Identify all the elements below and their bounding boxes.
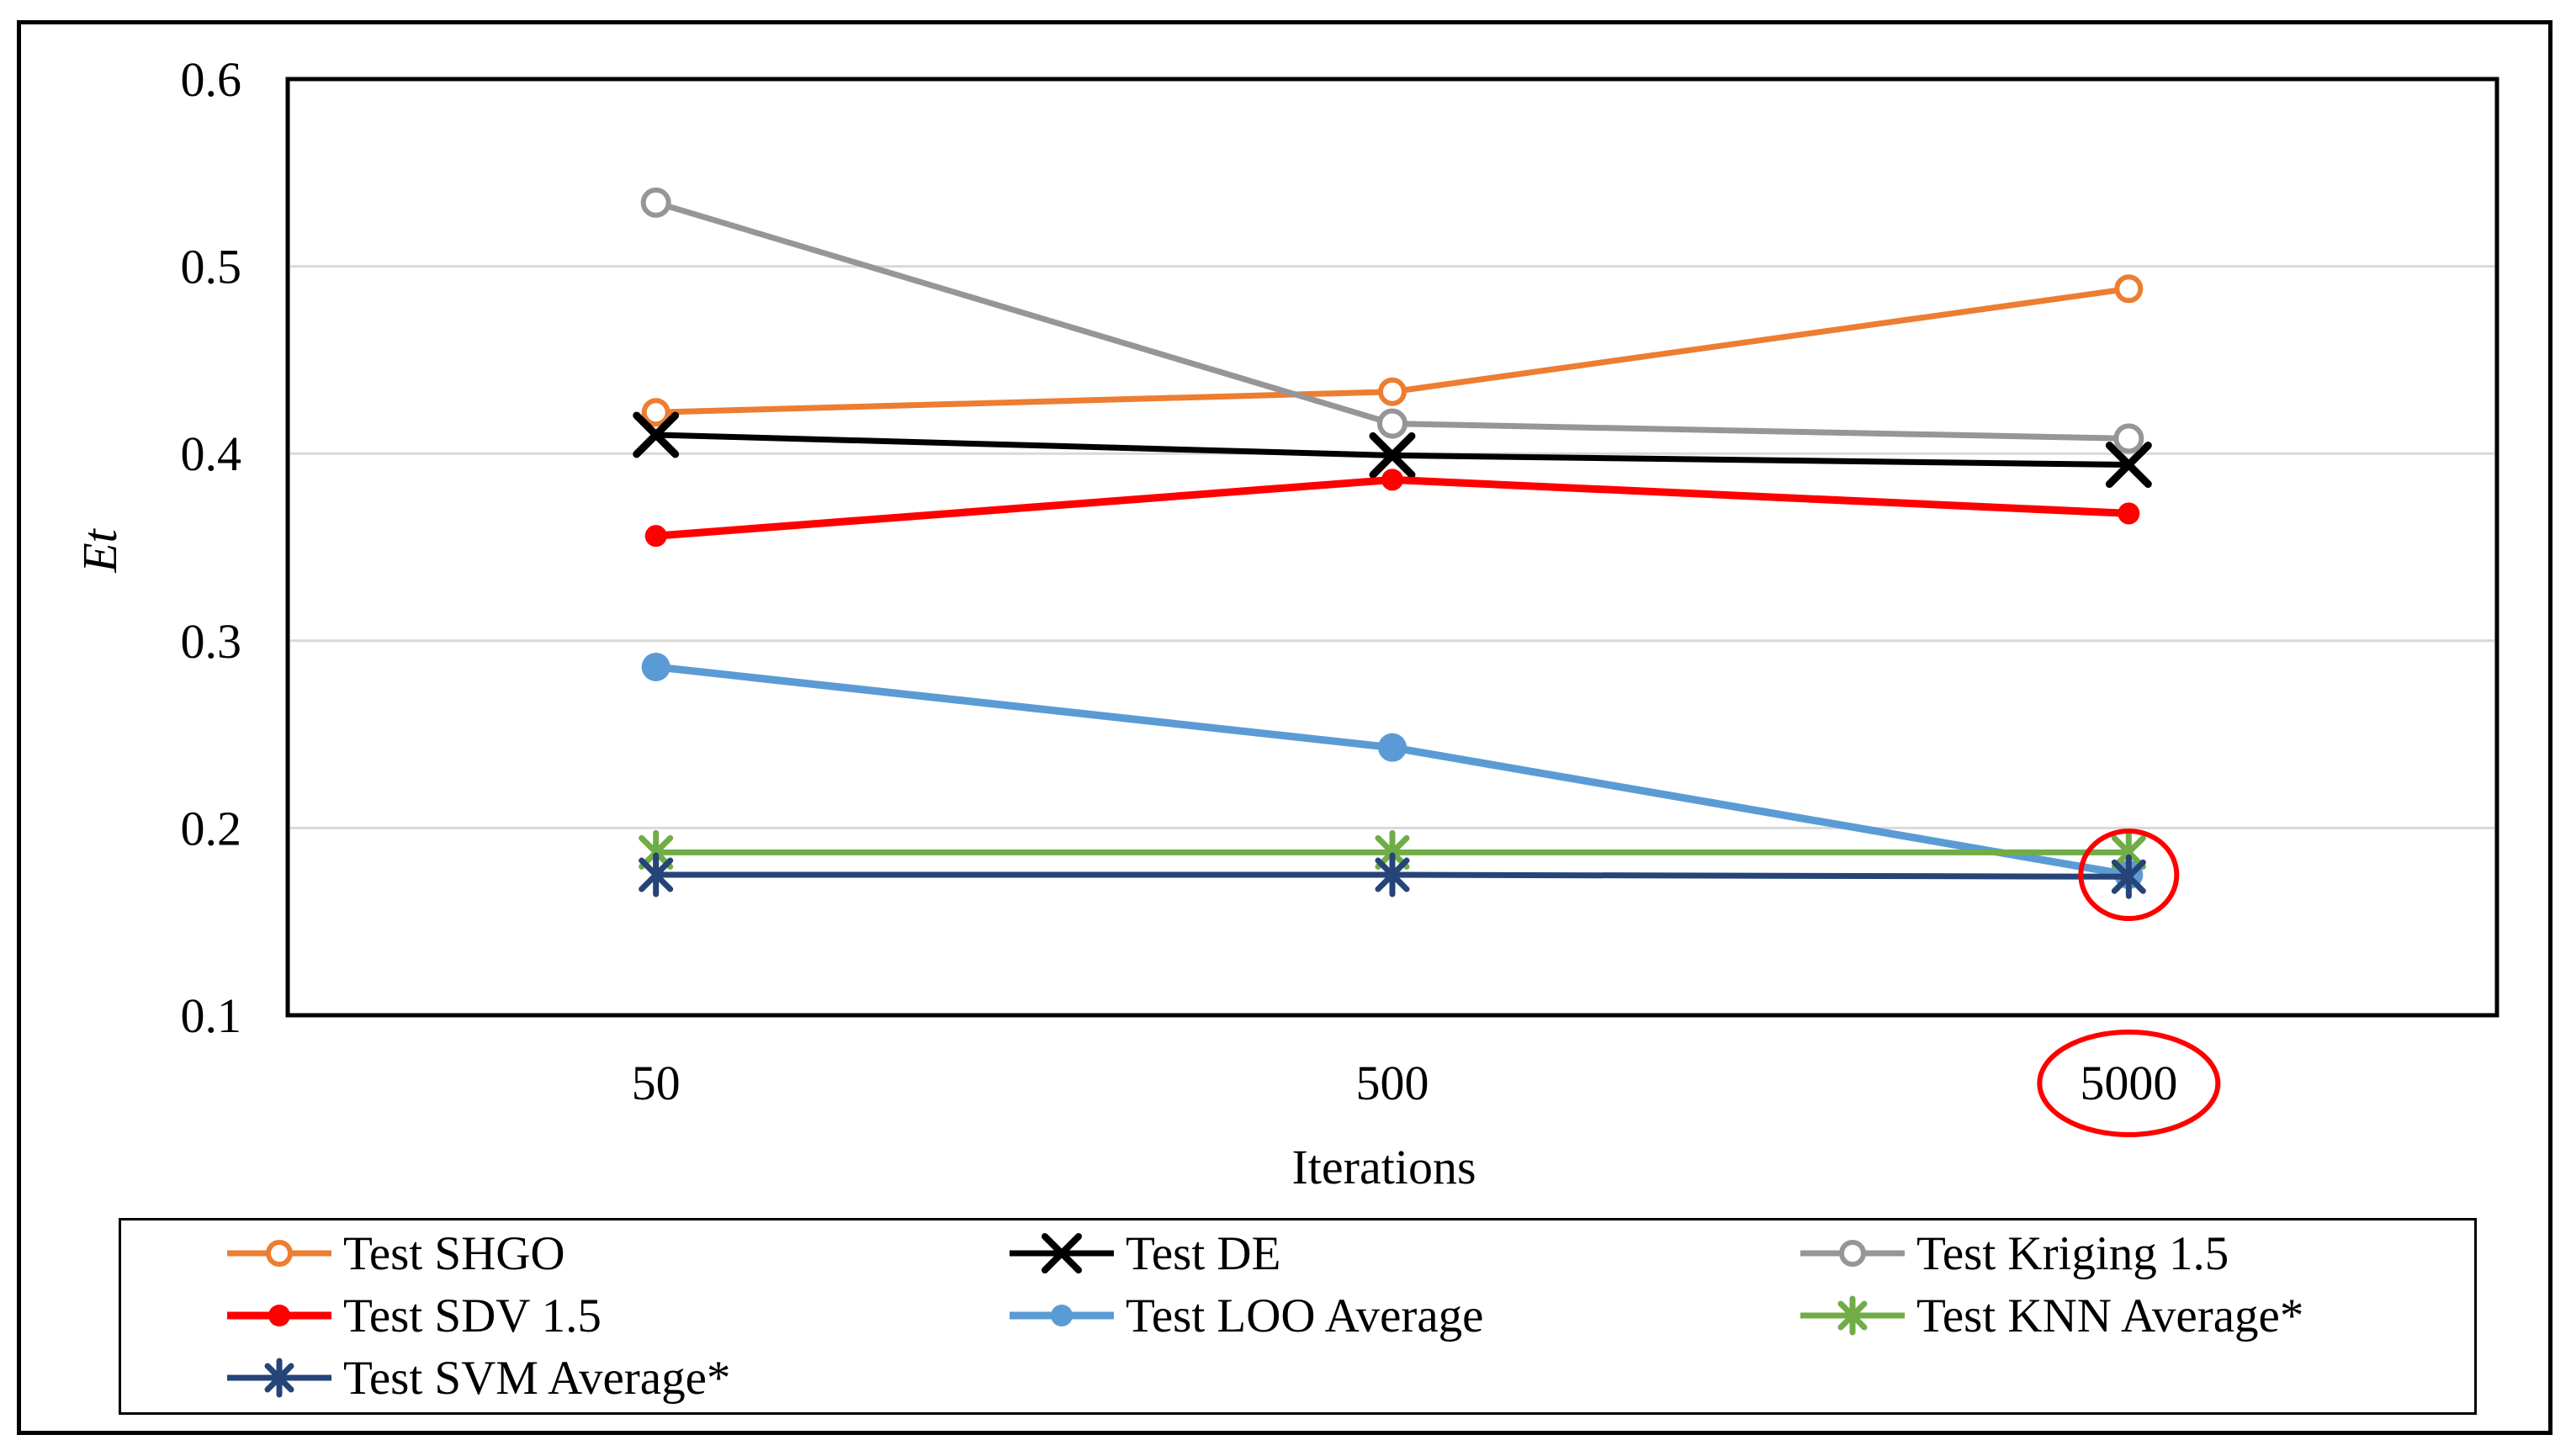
series-test-de-x-marker bbox=[633, 411, 680, 458]
legend-key-filled-circle-icon bbox=[1010, 1305, 1114, 1326]
legend-key-open-circle-icon bbox=[1800, 1240, 1905, 1267]
legend-key-filled-circle-marker bbox=[1051, 1305, 1073, 1326]
legend-item-test-de: Test DE bbox=[1008, 1230, 1799, 1278]
y-tick-label: 0.2 bbox=[181, 801, 242, 855]
series-test-loo-average-filled-circle-marker bbox=[641, 652, 671, 681]
legend-key-asterisk-icon bbox=[227, 1358, 331, 1398]
x-tick-label: 5000 bbox=[2080, 1056, 2177, 1110]
legend-label: Test Kriging 1.5 bbox=[1916, 1226, 2229, 1280]
legend-key-asterisk-icon bbox=[1800, 1295, 1905, 1336]
legend-key-filled-circle-icon bbox=[227, 1305, 331, 1326]
x-tick-label: 50 bbox=[632, 1056, 681, 1110]
series-test-kriging-1-5-open-circle-marker bbox=[1377, 408, 1407, 439]
legend-key-filled-circle-marker bbox=[268, 1305, 290, 1326]
legend-item-test-kriging-1-5: Test Kriging 1.5 bbox=[1799, 1230, 2474, 1278]
series-test-kriging-1-5-open-circle-marker bbox=[640, 187, 671, 218]
legend-item-test-loo-average: Test LOO Average bbox=[1008, 1292, 1799, 1340]
legend-key-open-circle-icon bbox=[227, 1240, 331, 1267]
legend-item-test-sdv-1-5: Test SDV 1.5 bbox=[225, 1292, 1008, 1340]
legend-key-x-marker bbox=[1042, 1233, 1082, 1273]
plot-area-border bbox=[285, 77, 2499, 1018]
legend-label: Test SHGO bbox=[343, 1226, 565, 1280]
legend-item-test-svm-average: Test SVM Average* bbox=[225, 1354, 1008, 1402]
series-test-svm-average-asterisk-marker bbox=[639, 852, 674, 897]
x-axis-title: Iterations bbox=[1291, 1140, 1476, 1194]
series-test-de-x-marker bbox=[1369, 432, 1416, 479]
legend-key-open-circle-marker bbox=[266, 1240, 293, 1267]
y-tick-label: 0.3 bbox=[181, 614, 242, 669]
series-test-svm-average-asterisk-marker bbox=[2111, 854, 2146, 899]
legend-key-open-circle-marker bbox=[1839, 1240, 1866, 1267]
series-test-shgo-open-circle-marker bbox=[641, 398, 671, 427]
y-tick-label: 0.6 bbox=[181, 52, 242, 107]
y-axis-title: Et bbox=[72, 527, 127, 573]
series-test-sdv-1-5-filled-circle-marker bbox=[644, 525, 667, 548]
legend-key-asterisk-marker bbox=[1837, 1295, 1868, 1336]
legend-label: Test KNN Average* bbox=[1916, 1289, 2304, 1342]
chart-legend: Test SHGO Test DE Test Kriging 1.5 Test SDV… bbox=[119, 1218, 2477, 1415]
y-tick-label: 0.4 bbox=[181, 426, 242, 481]
series-test-de-x-marker bbox=[2105, 442, 2152, 489]
legend-item-test-knn-average: Test KNN Average* bbox=[1799, 1292, 2474, 1340]
legend-key-asterisk-marker bbox=[264, 1358, 294, 1398]
legend-item-test-shgo: Test SHGO bbox=[225, 1230, 1008, 1278]
series-test-sdv-1-5-filled-circle-marker bbox=[2118, 502, 2140, 525]
series-test-kriging-1-5-open-circle-marker bbox=[2113, 423, 2144, 454]
legend-label: Test LOO Average bbox=[1126, 1289, 1484, 1342]
y-tick-label: 0.5 bbox=[181, 240, 242, 294]
y-tick-label: 0.1 bbox=[181, 988, 242, 1043]
x-tick-label: 500 bbox=[1356, 1056, 1429, 1110]
legend-label: Test SVM Average* bbox=[343, 1351, 731, 1405]
series-test-shgo-open-circle-marker bbox=[2114, 274, 2144, 304]
legend-label: Test SDV 1.5 bbox=[343, 1289, 602, 1342]
annotation-ellipse-data-cluster-at-5000-iterations bbox=[2078, 829, 2180, 922]
figure-border bbox=[17, 20, 2552, 1435]
series-test-sdv-1-5-filled-circle-marker bbox=[1381, 469, 1403, 491]
annotation-ellipse-x-tick-label-5000 bbox=[2037, 1030, 2221, 1137]
legend-key-x-icon bbox=[1010, 1233, 1114, 1273]
series-test-loo-average-filled-circle-marker bbox=[1378, 733, 1407, 762]
legend-label: Test DE bbox=[1126, 1226, 1281, 1280]
series-test-shgo-open-circle-marker bbox=[1378, 377, 1407, 406]
series-test-svm-average-asterisk-marker bbox=[1375, 852, 1410, 897]
